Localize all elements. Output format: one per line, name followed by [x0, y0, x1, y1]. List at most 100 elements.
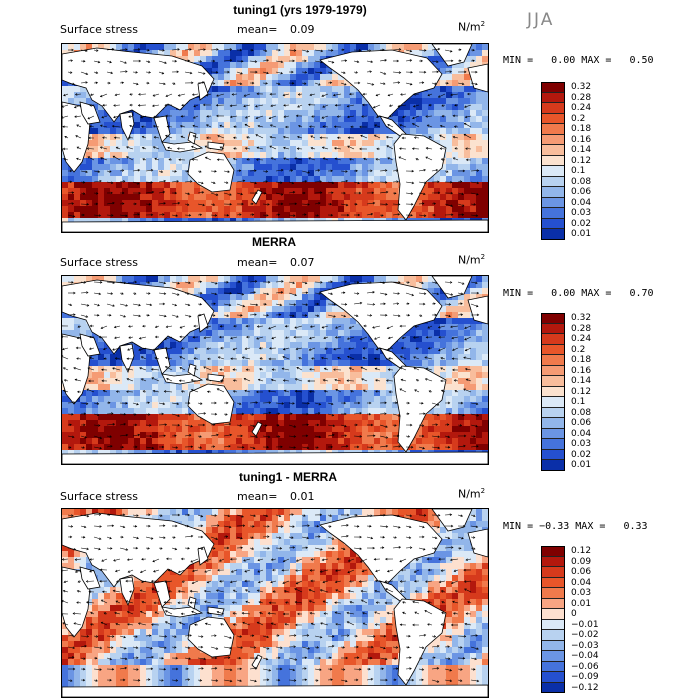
colorbar-swatch — [541, 208, 565, 219]
colorbar-swatch — [541, 672, 565, 683]
units-text: N/m — [458, 20, 481, 34]
colorbar-swatch — [541, 145, 565, 156]
colorbar-label: 0.12 — [571, 546, 592, 556]
colorbar-label: 0.03 — [571, 439, 592, 449]
panel-3-minmax: MIN = −0.33 MAX = 0.33 — [503, 521, 648, 532]
colorbar-label: 0.28 — [571, 92, 592, 103]
colorbar-label: 0.1 — [571, 397, 586, 407]
colorbar-swatch — [541, 567, 565, 578]
panel-3-min-label: MIN = — [503, 521, 534, 532]
colorbar-frame — [541, 313, 565, 471]
colorbar-swatch — [541, 439, 565, 450]
panel-1-map — [61, 43, 489, 233]
colorbar-swatch — [541, 609, 565, 620]
panel-3-map — [61, 508, 489, 698]
colorbar-label: 0.06 — [571, 187, 592, 197]
colorbar-swatch — [541, 619, 565, 630]
colorbar-label: −0.09 — [571, 672, 599, 682]
panel-1-units: N/m2 — [458, 20, 485, 34]
colorbar-frame — [541, 82, 565, 240]
colorbar-swatch — [541, 166, 565, 177]
continents — [62, 509, 488, 697]
colorbar-swatch — [541, 334, 565, 345]
panel-2-mean-label: mean= — [237, 256, 278, 269]
units-exponent: 2 — [480, 487, 486, 495]
panel-1-title: tuning1 (yrs 1979-1979) — [233, 3, 367, 17]
panel-1-field-label: Surface stress — [60, 23, 138, 36]
colorbar-swatch — [541, 630, 565, 641]
panel-1-minmax: MIN = 0.00 MAX = 0.50 — [503, 55, 654, 66]
colorbar-label: 0.24 — [571, 334, 592, 344]
continents — [62, 276, 488, 464]
colorbar-swatch — [541, 344, 565, 355]
colorbar-label: 0.02 — [571, 218, 592, 229]
panel-2-units: N/m2 — [458, 253, 485, 267]
panel-2-max-value: 0.70 — [629, 288, 654, 299]
colorbar-label: 0.02 — [571, 449, 592, 460]
colorbar-swatch — [541, 313, 565, 324]
panel-3-mean-label: mean= — [237, 490, 278, 503]
panel-1-max-label: MAX = — [581, 55, 612, 66]
colorbar-label: 0.32 — [571, 82, 592, 92]
colorbar-label: −0.06 — [571, 661, 599, 672]
colorbar-label: 0.1 — [571, 166, 586, 176]
colorbar-label: −0.03 — [571, 640, 599, 651]
colorbar-label: 0.01 — [571, 598, 592, 609]
wind-vectors — [62, 47, 480, 218]
colorbar-label: 0.06 — [571, 567, 592, 577]
wind-vectors — [62, 280, 480, 450]
colorbar-label: 0.01 — [571, 229, 592, 239]
colorbar-label: 0.04 — [571, 577, 592, 588]
colorbar-label: −0.02 — [571, 630, 599, 640]
colorbar-label: 0.28 — [571, 323, 592, 334]
panel-1-mean-label: mean= — [237, 23, 278, 36]
colorbar-label: 0.16 — [571, 365, 592, 376]
colorbar-swatch — [541, 556, 565, 567]
colorbar-label: −0.04 — [571, 651, 599, 661]
colorbar-label: 0.09 — [571, 556, 592, 567]
panel-3-units: N/m2 — [458, 487, 485, 501]
colorbar-swatch — [541, 82, 565, 93]
colorbar-swatch — [541, 651, 565, 662]
colorbar-swatch — [541, 386, 565, 397]
panel-2-field-label: Surface stress — [60, 256, 138, 269]
panel-1-min-value: 0.00 — [551, 55, 576, 66]
colorbar-label: 0.03 — [571, 208, 592, 218]
colorbar-label: 0.04 — [571, 428, 592, 439]
units-text: N/m — [458, 487, 481, 501]
colorbar-label: 0.16 — [571, 134, 592, 145]
panel-3-min-value: −0.33 — [539, 521, 570, 532]
panel-3-mean-value: 0.01 — [290, 490, 315, 503]
colorbar-swatch — [541, 355, 565, 366]
colorbar-swatch — [541, 376, 565, 387]
colorbar-swatch — [541, 218, 565, 229]
colorbar-swatch — [541, 428, 565, 439]
panel-2-minmax: MIN = 0.00 MAX = 0.70 — [503, 288, 654, 299]
units-exponent: 2 — [480, 253, 486, 261]
colorbar-label: 0.18 — [571, 355, 592, 365]
colorbar-label: 0.04 — [571, 197, 592, 208]
colorbar-swatch — [541, 124, 565, 135]
colorbar-swatch — [541, 323, 565, 334]
panel-2-max-label: MAX = — [581, 288, 612, 299]
panel-3-title: tuning1 - MERRA — [239, 470, 337, 484]
colorbar-swatch — [541, 577, 565, 588]
colorbar-label: 0.01 — [571, 460, 592, 470]
colorbar-label: 0 — [571, 609, 577, 619]
panel-2-min-value: 0.00 — [551, 288, 576, 299]
panel-2-map-svg — [62, 276, 488, 464]
panel-3-max-label: MAX = — [575, 521, 606, 532]
panel-2-min-label: MIN = — [503, 288, 534, 299]
colorbar-label: 0.12 — [571, 386, 592, 397]
units-exponent: 2 — [480, 20, 486, 28]
colorbar-label: 0.32 — [571, 313, 592, 323]
panel-2-mean-value: 0.07 — [290, 256, 315, 269]
colorbar-swatch — [541, 640, 565, 651]
colorbar-label: 0.03 — [571, 588, 592, 598]
colorbar-label: 0.08 — [571, 407, 592, 418]
colorbar-label: 0.2 — [571, 113, 586, 124]
season-label: JJA — [527, 10, 555, 30]
colorbar-swatch — [541, 113, 565, 124]
wind-vectors — [62, 513, 480, 683]
colorbar-label: 0.14 — [571, 376, 592, 386]
